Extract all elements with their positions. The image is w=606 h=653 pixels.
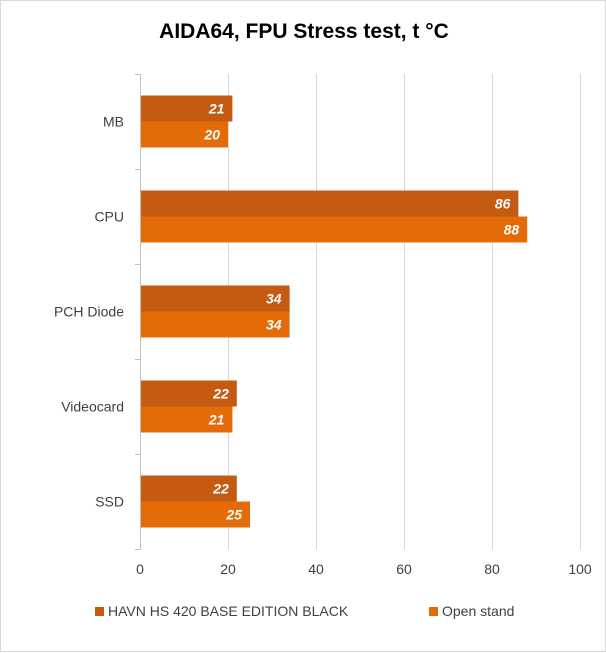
bars-layer: 21 20 86 88 34 34 22 21 22 25 [140,95,528,528]
data-label: 86 [495,196,511,212]
data-label: 34 [266,291,282,307]
bar [140,216,528,243]
data-label: 25 [225,507,242,523]
data-label: 22 [212,481,229,497]
legend: HAVN HS 420 BASE EDITION BLACK Open stand [95,603,514,619]
legend-swatch [95,607,104,616]
bar [140,121,228,148]
bar [140,380,237,407]
data-label: 21 [208,101,225,117]
category-label: Videocard [61,399,124,415]
bar [140,501,250,528]
axis-layer: 0 20 40 60 80 100 MB CPU PCH Diode Videocard SSD [54,74,592,577]
legend-label: Open stand [442,603,514,619]
bar [140,475,237,502]
legend-label: HAVN HS 420 BASE EDITION BLACK [108,603,349,619]
category-label: CPU [94,209,124,225]
grid-layer [228,74,581,549]
bar [140,311,290,338]
x-tick-label: 0 [136,561,144,577]
data-label: 20 [203,127,220,143]
bar [140,95,233,122]
data-label: 22 [212,386,229,402]
bar [140,285,290,312]
x-tick-label: 80 [484,561,500,577]
category-label: PCH Diode [54,304,124,320]
data-label: 88 [504,222,520,238]
bar [140,406,233,433]
legend-swatch [429,607,438,616]
category-label: SSD [95,494,124,510]
data-label: 21 [208,412,225,428]
x-tick-label: 100 [568,561,592,577]
data-label: 34 [266,317,282,333]
bar [140,190,519,217]
x-tick-label: 60 [396,561,412,577]
x-tick-label: 40 [308,561,324,577]
category-label: MB [103,114,124,130]
chart-title: AIDA64, FPU Stress test, t °C [159,20,449,43]
x-tick-label: 20 [220,561,236,577]
